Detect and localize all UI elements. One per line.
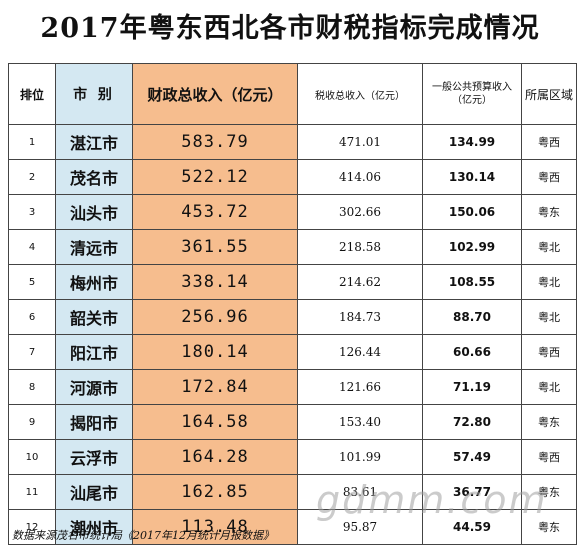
cell-tax: 214.62: [297, 264, 423, 300]
cell-rank: 2: [8, 159, 56, 195]
cell-revenue: 583.79: [132, 124, 298, 160]
table-body: 1 湛江市 583.79 471.01 134.99 粤西 2 茂名市 522.12 414.06…: [8, 124, 577, 545]
header-budget: 一般公共预算收入（亿元）: [422, 63, 522, 125]
cell-tax: 218.58: [297, 229, 423, 265]
cell-budget: 72.80: [422, 404, 522, 440]
cell-tax: 126.44: [297, 334, 423, 370]
table-row: 3 汕头市 453.72 302.66 150.06 粤东: [8, 194, 577, 230]
cell-rank: 6: [8, 299, 56, 335]
cell-region: 粤东: [521, 509, 577, 545]
cell-tax: 121.66: [297, 369, 423, 405]
cell-revenue: 453.72: [132, 194, 298, 230]
cell-rank: 5: [8, 264, 56, 300]
table-row: 5 梅州市 338.14 214.62 108.55 粤北: [8, 264, 577, 300]
cell-rank: 10: [8, 439, 56, 475]
header-city: 市 别: [55, 63, 133, 125]
cell-region: 粤西: [521, 159, 577, 195]
header-revenue: 财政总收入（亿元）: [132, 63, 298, 125]
cell-revenue: 522.12: [132, 159, 298, 195]
cell-budget: 102.99: [422, 229, 522, 265]
cell-budget: 88.70: [422, 299, 522, 335]
cell-budget: 150.06: [422, 194, 522, 230]
cell-city: 韶关市: [55, 299, 133, 335]
cell-revenue: 164.58: [132, 404, 298, 440]
cell-rank: 4: [8, 229, 56, 265]
table-row: 2 茂名市 522.12 414.06 130.14 粤西: [8, 159, 577, 195]
cell-revenue: 361.55: [132, 229, 298, 265]
cell-revenue: 180.14: [132, 334, 298, 370]
cell-rank: 7: [8, 334, 56, 370]
cell-revenue: 162.85: [132, 474, 298, 510]
table-header-row: 排位 市 别 财政总收入（亿元） 税收总收入（亿元） 一般公共预算收入（亿元） …: [8, 63, 577, 125]
cell-budget: 134.99: [422, 124, 522, 160]
cell-rank: 8: [8, 369, 56, 405]
cell-budget: 108.55: [422, 264, 522, 300]
cell-city: 阳江市: [55, 334, 133, 370]
cell-rank: 11: [8, 474, 56, 510]
cell-tax: 302.66: [297, 194, 423, 230]
table-row: 10 云浮市 164.28 101.99 57.49 粤西: [8, 439, 577, 475]
finance-table: 排位 市 别 财政总收入（亿元） 税收总收入（亿元） 一般公共预算收入（亿元） …: [8, 63, 577, 545]
cell-tax: 184.73: [297, 299, 423, 335]
cell-tax: 471.01: [297, 124, 423, 160]
cell-revenue: 172.84: [132, 369, 298, 405]
table-row: 7 阳江市 180.14 126.44 60.66 粤西: [8, 334, 577, 370]
cell-region: 粤西: [521, 439, 577, 475]
cell-city: 潮州市: [55, 509, 133, 545]
cell-revenue: 164.28: [132, 439, 298, 475]
cell-city: 清远市: [55, 229, 133, 265]
cell-city: 汕头市: [55, 194, 133, 230]
cell-city: 茂名市: [55, 159, 133, 195]
cell-region: 粤北: [521, 264, 577, 300]
header-region: 所属区域: [521, 63, 577, 125]
watermark: gdmm.com: [316, 478, 548, 522]
cell-tax: 101.99: [297, 439, 423, 475]
cell-city: 汕尾市: [55, 474, 133, 510]
cell-region: 粤西: [521, 334, 577, 370]
cell-rank: 3: [8, 194, 56, 230]
source-note: 数据来源茂名市统计局《2017年12月统计月报数据》: [12, 529, 274, 542]
table-row: 4 清远市 361.55 218.58 102.99 粤北: [8, 229, 577, 265]
table-row: 8 河源市 172.84 121.66 71.19 粤北: [8, 369, 577, 405]
cell-city: 云浮市: [55, 439, 133, 475]
cell-budget: 57.49: [422, 439, 522, 475]
table-row: 11 汕尾市 162.85 83.61 36.77 粤东: [8, 474, 577, 510]
cell-city: 揭阳市: [55, 404, 133, 440]
table-row: 12 潮州市 113.48 95.87 44.59 粤东: [8, 509, 577, 545]
header-tax: 税收总收入（亿元）: [297, 63, 423, 125]
header-rank: 排位: [8, 63, 56, 125]
cell-city: 梅州市: [55, 264, 133, 300]
cell-budget: 60.66: [422, 334, 522, 370]
cell-budget: 36.77: [422, 474, 522, 510]
cell-tax: 95.87: [297, 509, 423, 545]
cell-revenue: 338.14: [132, 264, 298, 300]
cell-tax: 414.06: [297, 159, 423, 195]
cell-budget: 71.19: [422, 369, 522, 405]
table-row: 6 韶关市 256.96 184.73 88.70 粤北: [8, 299, 577, 335]
cell-revenue: 256.96: [132, 299, 298, 335]
cell-region: 粤北: [521, 229, 577, 265]
cell-region: 粤东: [521, 194, 577, 230]
cell-region: 粤东: [521, 404, 577, 440]
cell-region: 粤北: [521, 299, 577, 335]
table-row: 9 揭阳市 164.58 153.40 72.80 粤东: [8, 404, 577, 440]
cell-tax: 83.61: [297, 474, 423, 510]
cell-revenue: 113.48: [132, 509, 298, 545]
cell-rank: 9: [8, 404, 56, 440]
cell-region: 粤北: [521, 369, 577, 405]
cell-city: 湛江市: [55, 124, 133, 160]
cell-tax: 153.40: [297, 404, 423, 440]
cell-rank: 1: [8, 124, 56, 160]
cell-region: 粤西: [521, 124, 577, 160]
cell-budget: 44.59: [422, 509, 522, 545]
cell-city: 河源市: [55, 369, 133, 405]
page-title: 2017年粤东西北各市财税指标完成情况: [40, 13, 540, 44]
table-row: 1 湛江市 583.79 471.01 134.99 粤西: [8, 124, 577, 160]
cell-budget: 130.14: [422, 159, 522, 195]
